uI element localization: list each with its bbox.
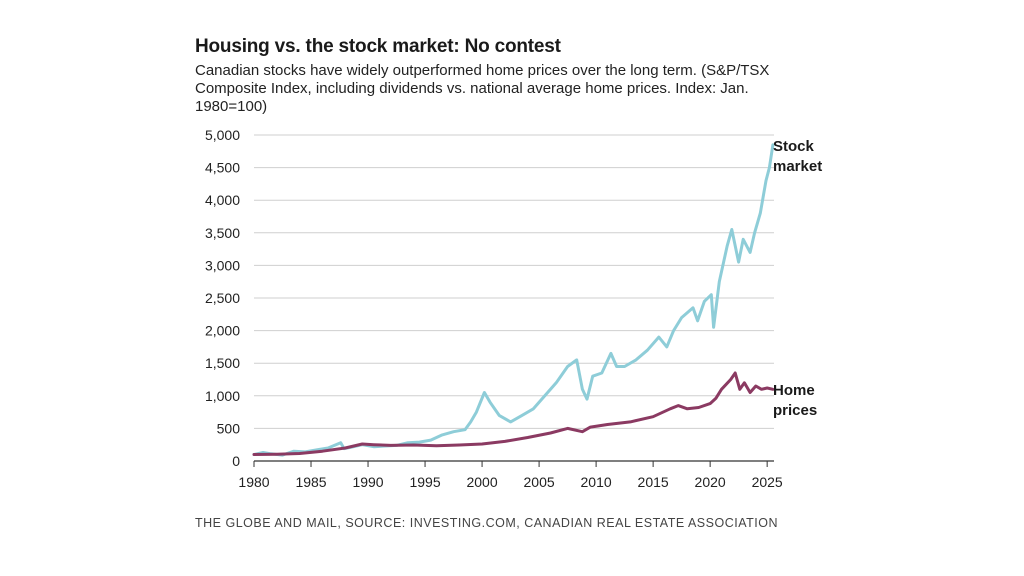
x-tick-label-2025: 2025 xyxy=(752,474,783,490)
x-tick-label-2005: 2005 xyxy=(524,474,555,490)
y-axis-tick-labels: 0 500 1,000 1,500 2,000 2,500 3,000 3,500 4,000 4… xyxy=(205,127,240,469)
x-axis: 1980 1985 1990 1995 2000 2005 2010 2015 2020 2025 xyxy=(238,460,783,490)
y-tick-label-2000: 2,000 xyxy=(205,323,240,339)
chart-title: Housing vs. the stock market: No contest xyxy=(195,36,561,57)
series-label-line: prices xyxy=(773,402,817,419)
series-label-home-prices: Home prices xyxy=(773,382,817,419)
x-tick-label-2015: 2015 xyxy=(638,474,669,490)
x-tick-label-2010: 2010 xyxy=(581,474,612,490)
x-tick-label-1990: 1990 xyxy=(352,474,383,490)
series-lines xyxy=(252,143,775,457)
y-tick-label-3000: 3,000 xyxy=(205,257,240,273)
series-label-line: market xyxy=(773,158,822,175)
y-tick-label-4500: 4,500 xyxy=(205,160,240,176)
y-tick-label-4000: 4,000 xyxy=(205,192,240,208)
y-tick-label-1500: 1,500 xyxy=(205,355,240,371)
source-credit: THE GLOBE AND MAIL, SOURCE: INVESTING.CO… xyxy=(195,516,778,530)
y-tick-label-2500: 2,500 xyxy=(205,290,240,306)
series-labels: Stock market Home prices xyxy=(773,138,822,419)
x-tick-label-1985: 1985 xyxy=(295,474,326,490)
grid-lines xyxy=(254,134,774,429)
x-tick-label-1980: 1980 xyxy=(238,474,269,490)
y-tick-label-1000: 1,000 xyxy=(205,388,240,404)
y-tick-label-500: 500 xyxy=(217,420,241,436)
x-tick-label-2020: 2020 xyxy=(695,474,726,490)
y-tick-label-5000: 5,000 xyxy=(205,127,240,143)
x-tick-label-1995: 1995 xyxy=(409,474,440,490)
series-line-home-prices xyxy=(252,371,775,456)
y-tick-label-3500: 3,500 xyxy=(205,225,240,241)
x-tick-label-2000: 2000 xyxy=(466,474,497,490)
series-label-line: Home xyxy=(773,382,815,399)
chart-subtitle: Canadian stocks have widely outperformed… xyxy=(195,62,770,115)
series-label-line: Stock xyxy=(773,138,815,155)
series-label-stock-market: Stock market xyxy=(773,138,822,175)
y-tick-label-0: 0 xyxy=(232,453,240,469)
